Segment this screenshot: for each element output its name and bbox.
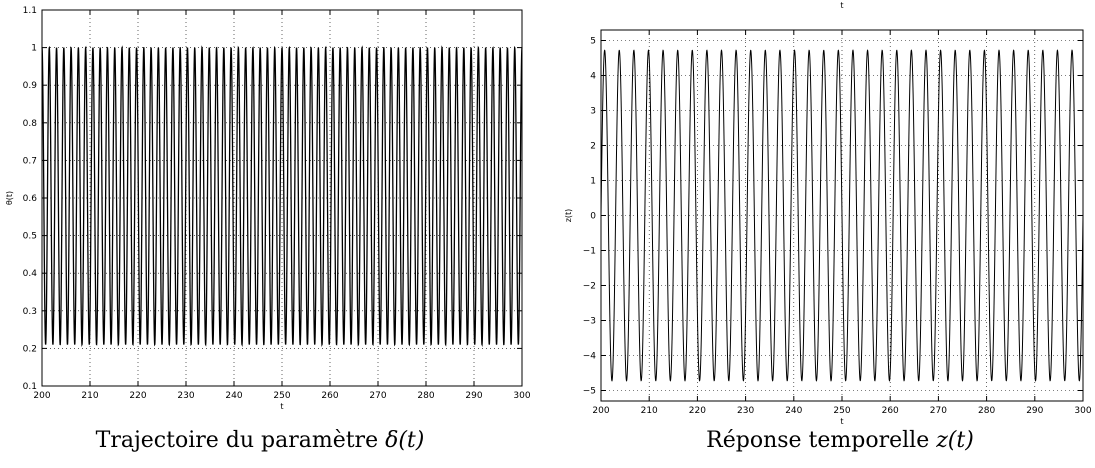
x-tick-label: 290 [465, 391, 482, 401]
y-tick-label: 0.2 [23, 344, 37, 354]
x-tick-label: 300 [1074, 406, 1091, 416]
x-tick-label: 290 [1026, 406, 1043, 416]
y-tick-label: 1.1 [23, 6, 37, 16]
caption-right: Réponse temporelle z(t) [640, 428, 1040, 453]
chart-z: 200 210 220 230 240 250 260 270 280 290 300 −5−4−3… [564, 1, 1092, 426]
caption-math: δ(t) [385, 428, 425, 453]
x-tick-label: 220 [689, 406, 706, 416]
x-tick-label: 240 [225, 391, 242, 401]
x-axis-label: t [840, 417, 843, 426]
x-tick-label: 270 [930, 406, 947, 416]
y-tick-label: 0 [590, 212, 596, 222]
x-tick-label: 250 [273, 391, 290, 401]
x-tick-label: 260 [321, 391, 338, 401]
x-tick-label: 230 [737, 406, 754, 416]
z-curve [600, 49, 1084, 382]
x-tick-label: 270 [369, 391, 386, 401]
y-tick-label: 0.7 [23, 156, 37, 166]
y-tick-label: 0.9 [23, 81, 38, 91]
x-tick-label: 210 [641, 406, 658, 416]
y-tick-label: 4 [590, 72, 596, 82]
y-axis-label: θ(t) [5, 191, 14, 205]
y-tick-label: −4 [583, 352, 597, 362]
y-tick-label: 0.5 [23, 232, 37, 242]
x-tick-label: 260 [882, 406, 899, 416]
y-tick-label: 3 [590, 107, 596, 117]
chart-theta: 200 210 220 230 240 250 260 270 280 290 300 0.1 0.2… [5, 6, 531, 411]
y-tick-label: 0.8 [23, 119, 38, 129]
x-tick-label: 300 [513, 391, 530, 401]
x-tick-label: 280 [417, 391, 434, 401]
caption-text: Réponse temporelle [706, 428, 937, 453]
y-tick-label: 1 [31, 44, 37, 54]
x-tick-label: 210 [81, 391, 98, 401]
chart-title: t [840, 1, 843, 10]
y-tick-label: −2 [583, 282, 596, 292]
x-tick-label: 250 [833, 406, 850, 416]
y-tick-label: 0.3 [23, 307, 37, 317]
y-tick-label: −1 [583, 247, 596, 257]
x-tick-label: 200 [592, 406, 609, 416]
caption-left: Trajectoire du paramètre δ(t) [60, 428, 460, 453]
caption-text: Trajectoire du paramètre [95, 428, 386, 453]
caption-math: z(t) [936, 428, 974, 453]
x-tick-label: 230 [177, 391, 194, 401]
y-tick-label: 0.6 [23, 194, 38, 204]
y-tick-label: 2 [590, 142, 596, 152]
x-tick-label: 280 [978, 406, 995, 416]
x-axis-label: t [280, 402, 283, 411]
x-tick-label: 200 [33, 391, 50, 401]
y-axis-label: z(t) [564, 209, 573, 223]
theta-curve [41, 45, 523, 348]
y-tick-label: 0.1 [23, 382, 37, 392]
x-tick-label: 240 [785, 406, 802, 416]
y-tick-label: 1 [590, 177, 596, 187]
figure: 200 210 220 230 240 250 260 270 280 290 300 0.10.2… [5, 1, 1092, 426]
x-tick-label: 220 [129, 391, 146, 401]
y-tick-label: −3 [583, 317, 596, 327]
y-tick-label: −5 [583, 387, 596, 397]
y-tick-label: 0.4 [23, 269, 38, 279]
y-tick-label: 5 [590, 37, 596, 47]
